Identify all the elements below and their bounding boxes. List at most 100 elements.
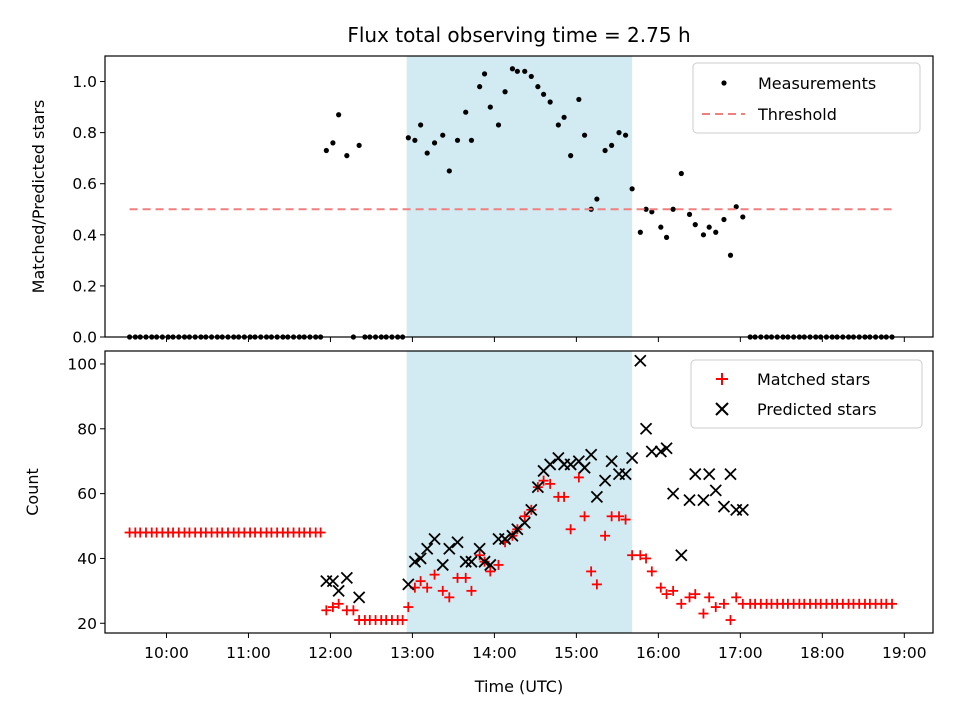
matched-star-point <box>437 585 448 596</box>
predicted-star-point <box>585 448 598 461</box>
predicted-star-point <box>473 542 486 555</box>
measurement-point <box>555 122 561 128</box>
measurement-point <box>468 137 475 143</box>
predicted-star-point <box>564 458 577 471</box>
x-tick-label: 17:00 <box>718 644 763 662</box>
measurement-point <box>686 211 693 217</box>
matched-star-point <box>429 569 440 580</box>
predicted-star-point <box>506 529 519 542</box>
top-y-axis-label: Matched/Predicted stars <box>29 100 48 294</box>
legend-predicted-label: Predicted stars <box>757 400 877 419</box>
measurement-point <box>514 68 520 74</box>
matched-star-point <box>519 511 530 522</box>
matched-star-point <box>635 550 646 561</box>
predicted-star-point <box>544 458 557 471</box>
x-tick-label: 12:00 <box>308 644 353 662</box>
matched-star-point <box>641 553 652 564</box>
matched-star-point <box>676 598 687 609</box>
predicted-star-point <box>697 493 710 507</box>
measurement-point <box>495 122 502 128</box>
measurement-point <box>594 196 600 202</box>
measurement-point <box>535 84 541 90</box>
measurement-point <box>356 142 362 149</box>
predicted-star-point <box>709 484 722 497</box>
measurement-point <box>692 222 698 228</box>
matched-star-point <box>718 598 729 609</box>
legend-predicted-marker <box>715 402 729 416</box>
measurement-point <box>622 132 629 138</box>
x-axis-label: Time (UTC) <box>474 677 563 696</box>
measurement-point <box>581 132 588 138</box>
matched-star-point <box>545 478 556 489</box>
measurement-point <box>663 234 670 240</box>
predicted-star-point <box>660 442 673 455</box>
y-tick-label: 1.0 <box>72 73 97 91</box>
measurement-point <box>629 186 635 192</box>
measurement-point <box>706 224 712 230</box>
y-tick-label: 0.0 <box>72 329 97 347</box>
top-observing-window <box>406 56 633 337</box>
predicted-star-point <box>484 558 497 572</box>
measurement-point <box>740 214 746 220</box>
matched-star-point <box>444 592 455 603</box>
predicted-star-point <box>724 468 737 481</box>
matched-star-point <box>573 472 584 483</box>
x-tick-label: 19:00 <box>882 644 927 662</box>
top-measurement-points <box>126 66 895 340</box>
matched-star-point <box>579 511 590 522</box>
matched-star-point <box>538 475 549 486</box>
matched-star-point <box>690 589 701 600</box>
y-tick-label: 0.2 <box>72 277 97 295</box>
x-tick-label: 13:00 <box>390 644 435 662</box>
predicted-star-point <box>703 468 716 481</box>
measurement-point <box>727 252 734 258</box>
matched-star-point <box>655 582 666 593</box>
measurement-point <box>412 137 418 143</box>
predicted-star-point <box>598 474 612 487</box>
measurement-point <box>330 140 336 146</box>
top-y-ticks: 0.0 0.2 0.4 0.6 0.8 1.0 <box>72 73 105 347</box>
measurement-point <box>670 206 676 212</box>
matched-star-point <box>565 524 576 535</box>
matched-star-point <box>704 592 715 603</box>
chart-title: Flux total observing time = 2.75 h <box>347 23 690 47</box>
matched-star-point <box>415 576 426 587</box>
predicted-star-point <box>428 532 441 546</box>
bottom-observing-window <box>406 351 633 633</box>
matched-star-point <box>403 602 414 613</box>
predicted-star-point <box>717 500 731 513</box>
x-tick-label: 16:00 <box>636 644 681 662</box>
matched-star-point <box>466 585 477 596</box>
y-tick-label: 20 <box>77 615 97 633</box>
measurement-point <box>637 229 643 235</box>
matched-star-point <box>315 527 326 538</box>
measurement-point <box>713 229 719 235</box>
measurement-point <box>336 112 342 118</box>
predicted-star-point <box>578 461 591 474</box>
y-tick-label: 40 <box>77 550 97 568</box>
predicted-star-point <box>634 354 647 367</box>
bottom-legend: Matched stars Predicted stars <box>690 359 923 429</box>
top-panel: 0.0 0.2 0.4 0.6 0.8 1.0 Matched/Predicted sta… <box>29 55 934 347</box>
bottom-y-ticks: 20 40 60 80 100 <box>67 355 105 633</box>
measurement-point <box>547 99 553 105</box>
predicted-star-point <box>654 445 667 458</box>
predicted-star-point <box>408 555 422 568</box>
x-tick-label: 11:00 <box>226 644 271 662</box>
measurement-point <box>649 209 655 215</box>
predicted-star-point <box>525 503 538 516</box>
predicted-star-point <box>459 555 472 568</box>
measurement-point <box>463 109 469 115</box>
measurement-point <box>528 73 534 80</box>
predicted-star-point <box>645 445 658 458</box>
predicted-star-point <box>605 455 618 468</box>
predicted-star-point <box>332 584 345 597</box>
matched-star-point <box>460 572 471 583</box>
predicted-star-point <box>451 536 464 549</box>
y-tick-label: 80 <box>77 420 97 438</box>
matched-star-point <box>474 550 485 561</box>
measurement-point <box>509 66 516 72</box>
x-tick-label: 14:00 <box>472 644 517 662</box>
y-tick-label: 0.4 <box>72 226 97 244</box>
